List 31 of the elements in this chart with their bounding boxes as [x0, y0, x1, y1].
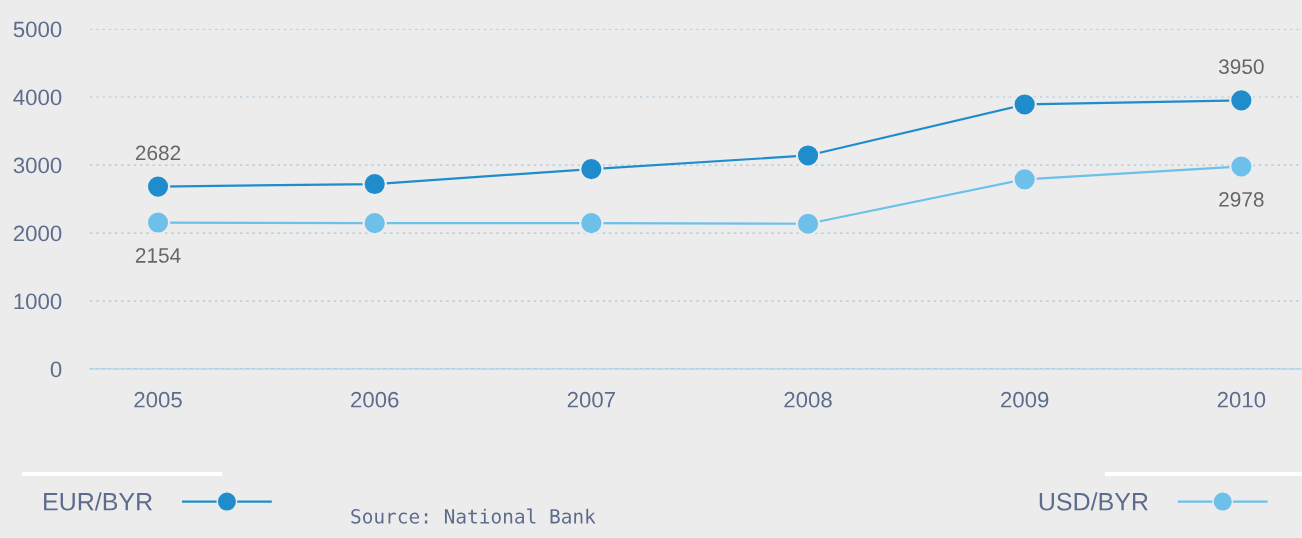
x-tick-label: 2009: [1001, 391, 1049, 408]
point: [145, 174, 171, 199]
source-note: Source: National Bank: [351, 508, 596, 524]
point: [1229, 154, 1254, 179]
point: [1012, 92, 1037, 117]
x-tick-label: 2005: [134, 391, 182, 408]
y-tick-label: 2000: [13, 225, 62, 242]
data-label: 2978: [1219, 192, 1264, 207]
point: [362, 210, 387, 236]
y-tick-label: 5000: [13, 21, 62, 38]
y-tick-label: 3000: [13, 157, 62, 174]
legend-label: USD/BYR: [1039, 492, 1148, 511]
x-tick-label: 2010: [1217, 391, 1266, 408]
point: [579, 156, 604, 182]
x-tick-label: 2007: [567, 391, 615, 408]
legend-label: EUR/BYR: [44, 492, 152, 511]
x-tick-label: 2008: [784, 391, 832, 408]
data-label: 3950: [1218, 59, 1264, 75]
x-tick-label: 2006: [351, 391, 399, 408]
data-label: 2154: [135, 248, 181, 263]
y-tick-label: 0: [50, 361, 62, 378]
point: [795, 211, 821, 236]
point: [145, 210, 171, 235]
y-tick-label: 1000: [14, 293, 62, 310]
data-label: 2682: [135, 145, 181, 161]
point: [362, 171, 387, 197]
point: [579, 210, 604, 236]
y-tick-label: 4000: [13, 89, 62, 106]
point: [1229, 88, 1254, 113]
point: [795, 143, 821, 168]
point: [1012, 167, 1037, 192]
